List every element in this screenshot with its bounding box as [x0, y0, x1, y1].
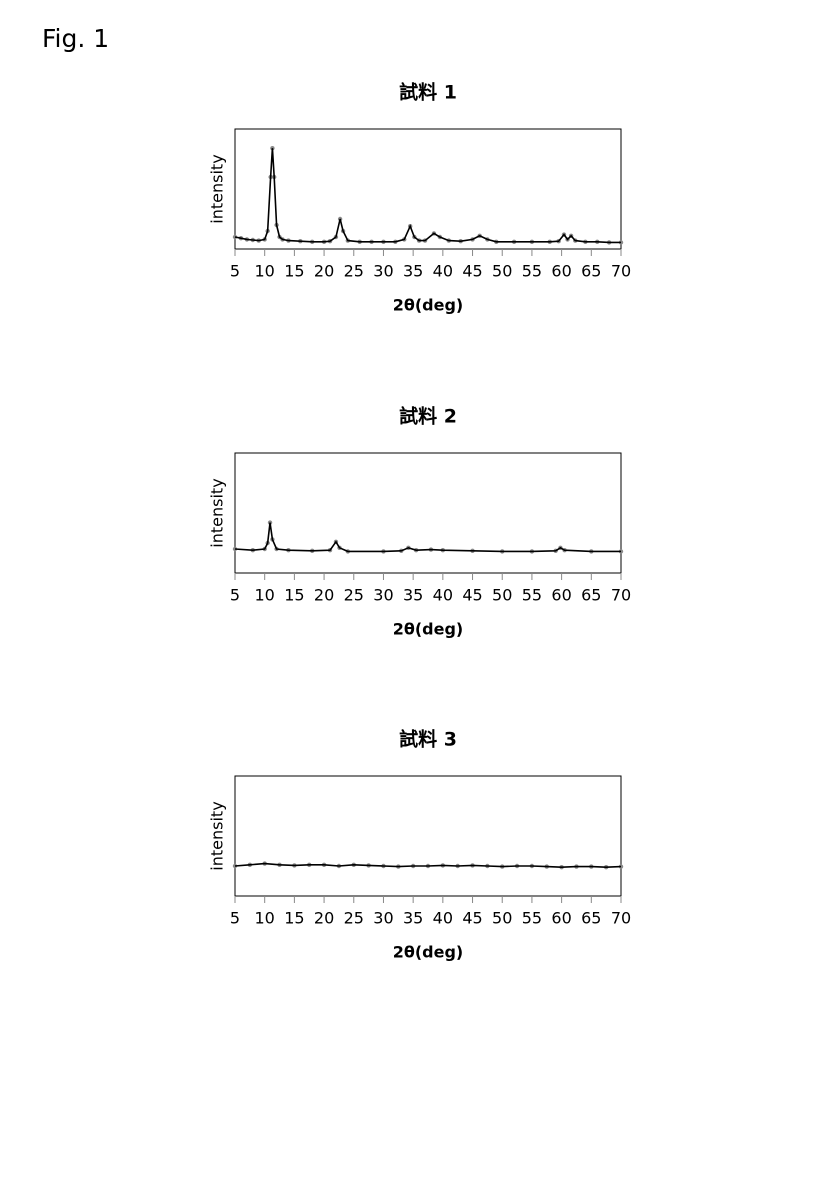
x-tick-label: 60 [551, 586, 571, 605]
data-line [234, 522, 621, 553]
x-tick-label: 55 [522, 909, 542, 928]
y-axis-label: intensity [208, 154, 227, 223]
x-tick-label: 35 [403, 909, 423, 928]
x-tick-label: 45 [462, 586, 482, 605]
chart-title: 試料 1 [399, 81, 457, 104]
x-tick-label: 50 [492, 909, 512, 928]
x-tick-label: 55 [522, 262, 542, 281]
x-tick-label: 5 [230, 909, 240, 928]
x-axis-label: 2θ(deg) [393, 943, 464, 962]
x-tick-label: 10 [255, 262, 275, 281]
x-tick-label: 40 [433, 909, 453, 928]
x-tick-label: 70 [611, 586, 631, 605]
x-tick-label: 30 [373, 909, 393, 928]
x-tick-label: 5 [230, 586, 240, 605]
x-tick-label: 20 [314, 909, 334, 928]
x-axis-label: 2θ(deg) [393, 620, 464, 639]
x-tick-label: 60 [551, 909, 571, 928]
x-tick-label: 30 [373, 262, 393, 281]
x-tick-label: 10 [255, 586, 275, 605]
chart-title: 試料 3 [399, 728, 457, 751]
x-tick-label: 10 [255, 909, 275, 928]
x-tick-label: 70 [611, 909, 631, 928]
data-line [234, 862, 622, 869]
x-tick-label: 40 [433, 262, 453, 281]
x-tick-label: 45 [462, 909, 482, 928]
x-tick-label: 25 [344, 909, 364, 928]
x-tick-label: 35 [403, 586, 423, 605]
x-tick-label: 60 [551, 262, 571, 281]
x-tick-label: 20 [314, 586, 334, 605]
x-tick-label: 30 [373, 586, 393, 605]
figure-label: Fig. 1 [42, 24, 109, 53]
plot-frame [234, 452, 622, 574]
x-tick-label: 45 [462, 262, 482, 281]
x-tick-label: 35 [403, 262, 423, 281]
plot-frame [234, 775, 622, 897]
x-tick-label: 40 [433, 586, 453, 605]
x-tick-label: 65 [581, 586, 601, 605]
x-tick-label: 5 [230, 262, 240, 281]
x-axis-label: 2θ(deg) [393, 296, 464, 315]
x-tick-label: 15 [284, 586, 304, 605]
plot-frame [234, 128, 622, 250]
x-tick-label: 25 [344, 586, 364, 605]
x-tick-label: 25 [344, 262, 364, 281]
x-tick-label: 20 [314, 262, 334, 281]
y-axis-label: intensity [208, 478, 227, 547]
x-tick-label: 70 [611, 262, 631, 281]
data-line [234, 148, 621, 244]
x-tick-label: 50 [492, 586, 512, 605]
x-tick-label: 65 [581, 909, 601, 928]
chart-title: 試料 2 [399, 405, 457, 428]
x-tick-label: 65 [581, 262, 601, 281]
x-tick-label: 15 [284, 262, 304, 281]
x-tick-label: 50 [492, 262, 512, 281]
x-tick-label: 55 [522, 586, 542, 605]
x-tick-label: 15 [284, 909, 304, 928]
y-axis-label: intensity [208, 801, 227, 870]
